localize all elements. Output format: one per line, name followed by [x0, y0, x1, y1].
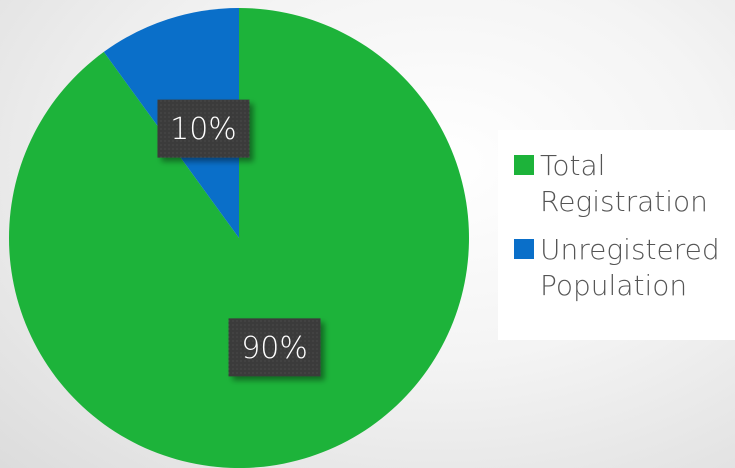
value-label-box	[228, 318, 321, 377]
value-label: 90%	[241, 331, 308, 366]
value-label-box	[157, 99, 250, 158]
legend-label: Total Registration	[540, 149, 708, 218]
legend-label: Unregistered Population	[540, 233, 720, 302]
legend-swatch	[514, 155, 534, 175]
legend-item: Total Registration	[514, 148, 735, 220]
value-label: 10%	[170, 112, 237, 147]
pie-slice	[8, 8, 469, 468]
legend-item: Unregistered Population	[514, 232, 735, 304]
legend-swatch	[514, 239, 534, 259]
legend: Total Registration Unregistered Populatio…	[498, 130, 735, 340]
